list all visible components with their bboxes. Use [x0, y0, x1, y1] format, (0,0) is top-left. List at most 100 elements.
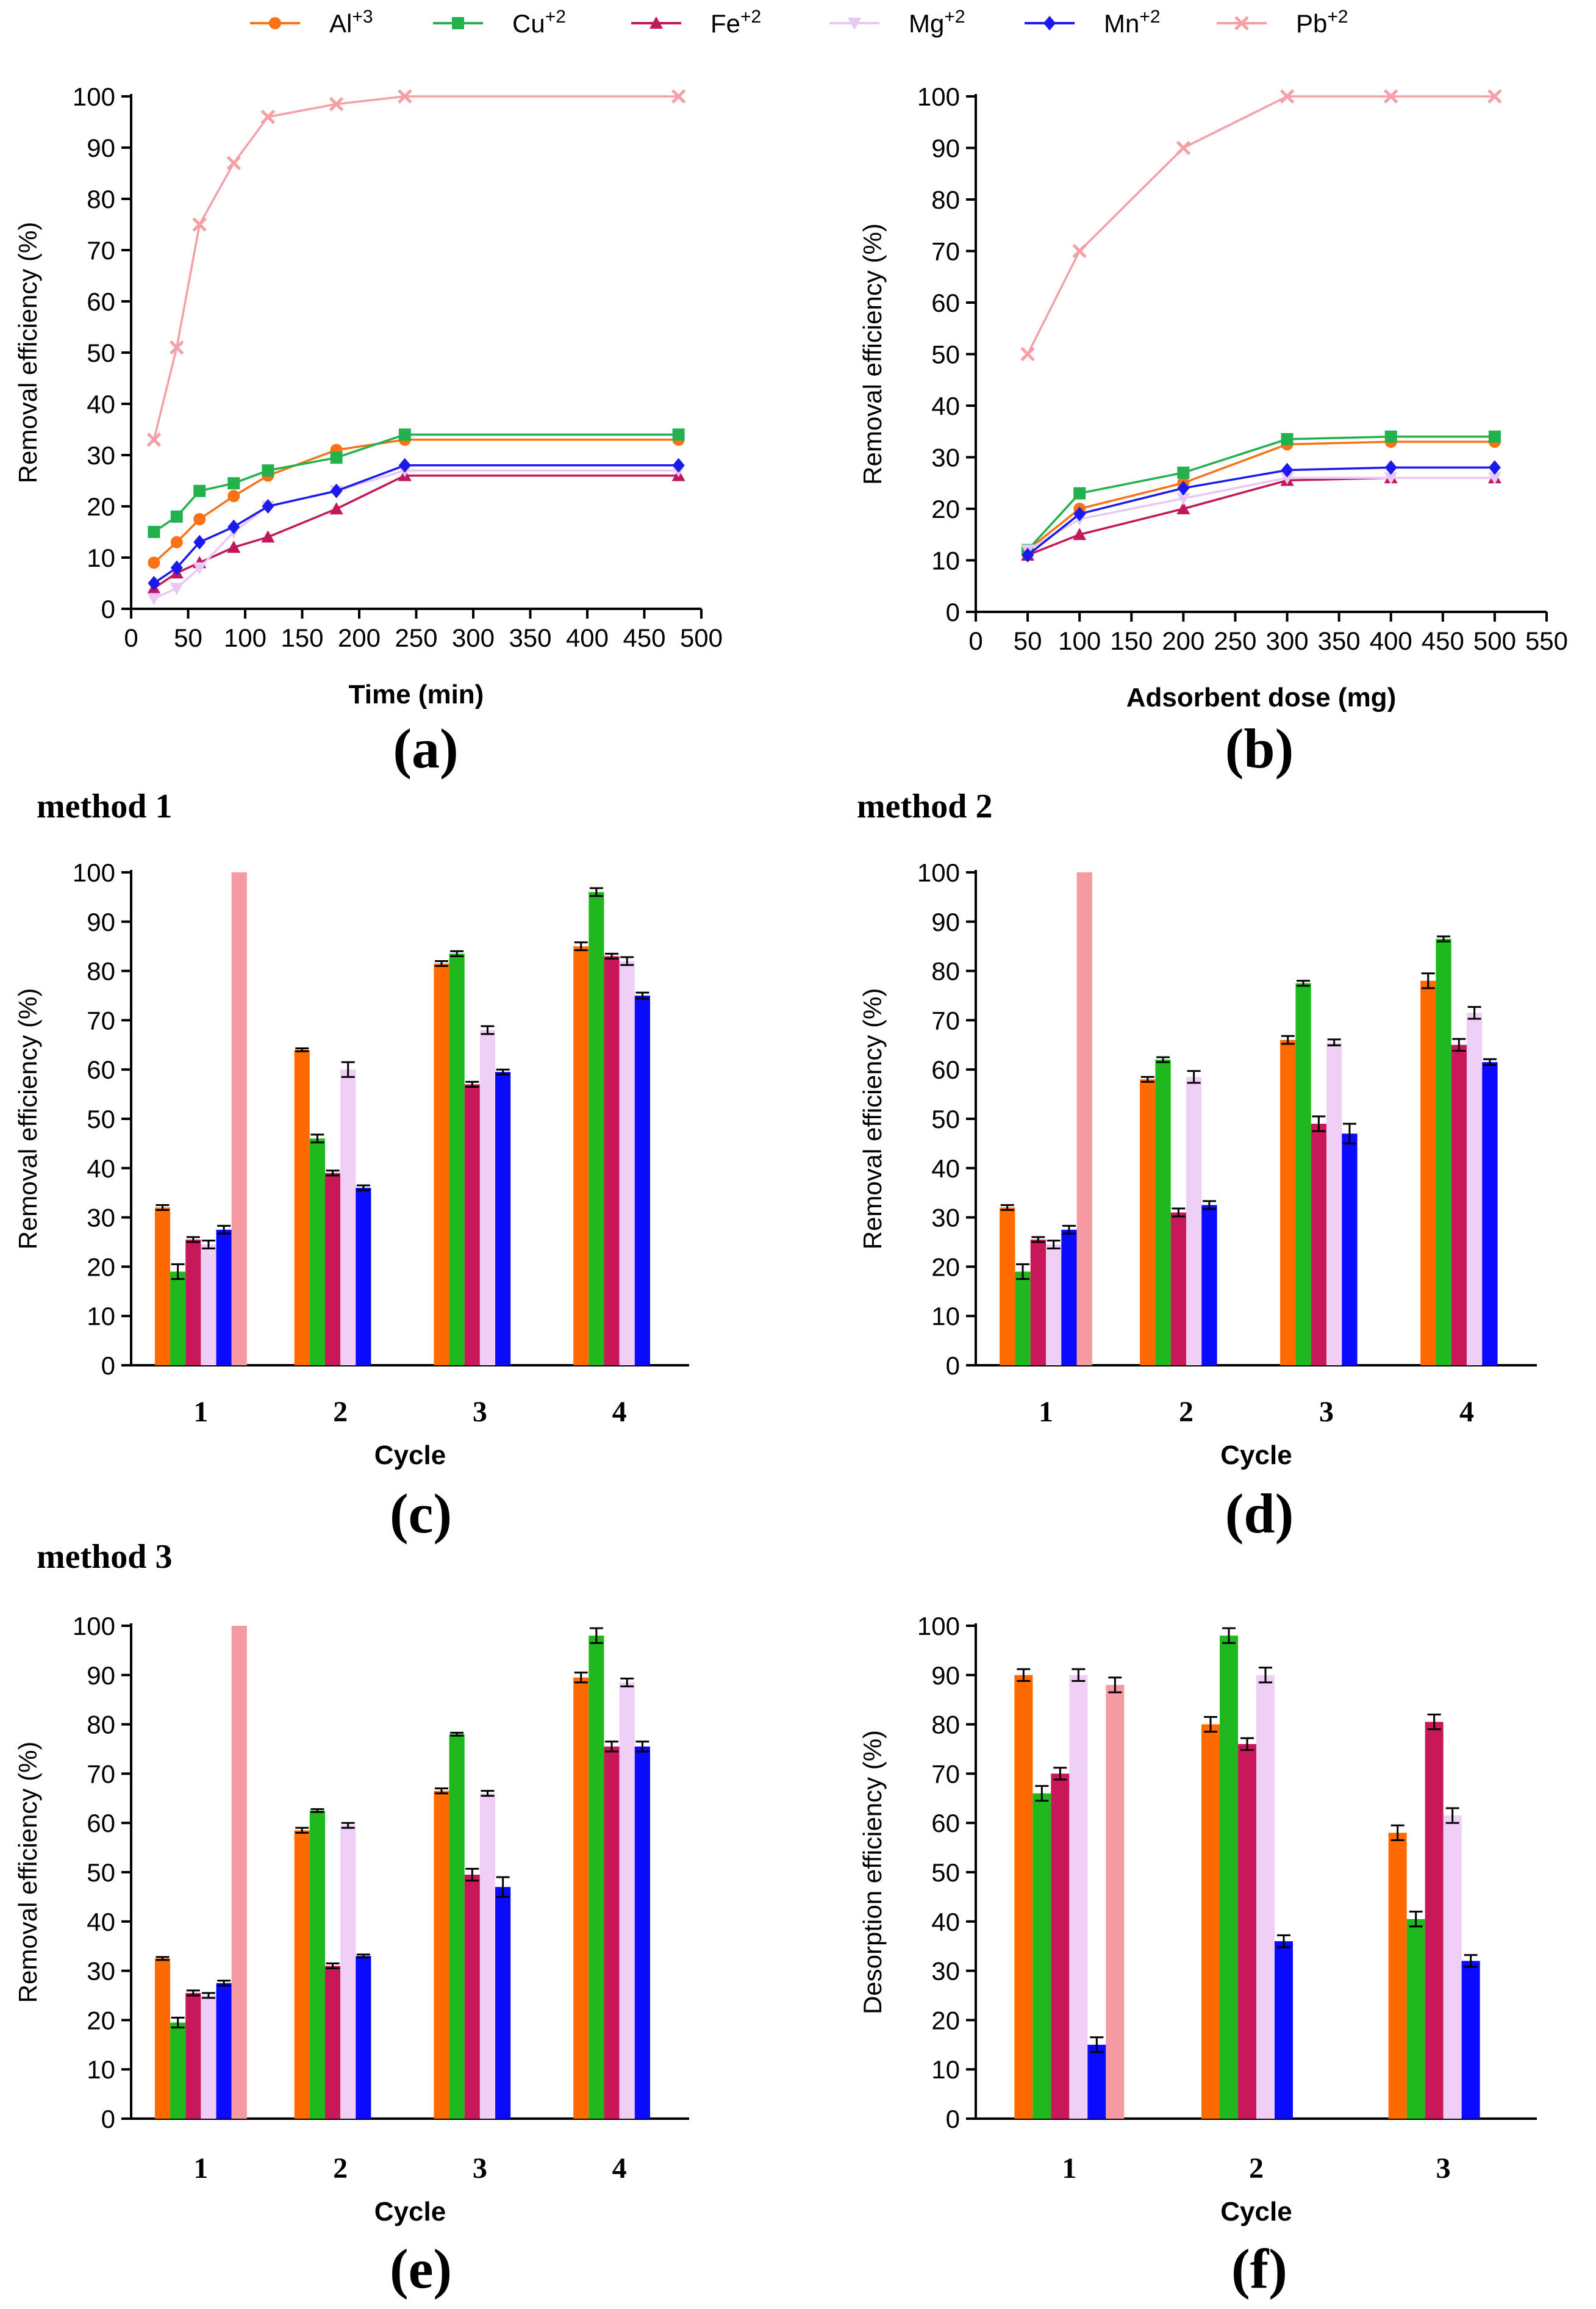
bar-al-cycle-2 — [294, 1830, 310, 2119]
data-point-mn — [148, 576, 160, 591]
error-bar-mg-cycle-1 — [201, 1240, 215, 1249]
category-label: 4 — [612, 2152, 627, 2185]
x-tick-label: 500 — [1473, 627, 1516, 655]
bar-fe-cycle-3 — [464, 1875, 480, 2119]
y-tick-label: 100 — [73, 858, 115, 887]
data-point-pb — [1383, 89, 1398, 104]
error-bar-mg-cycle-3 — [1445, 1807, 1459, 1824]
bar-al-cycle-4 — [573, 946, 589, 1365]
legend-label-cu: Cu+2 — [512, 7, 566, 38]
category-label: 1 — [1062, 2152, 1076, 2185]
x-tick-label: 450 — [623, 623, 665, 652]
error-bar-al-cycle-2 — [295, 1826, 309, 1834]
y-tick-label: 50 — [87, 1105, 115, 1133]
y-tick-label: 80 — [931, 957, 960, 986]
bar-mn-cycle-1 — [216, 1229, 232, 1365]
y-tick-label: 10 — [931, 547, 960, 575]
error-bar-mn-cycle-2 — [1277, 1934, 1290, 1948]
y-tick-label: 70 — [931, 1759, 960, 1788]
x-axis-label: Cycle — [1220, 2197, 1292, 2227]
series-line-fe — [153, 474, 679, 589]
data-point-cu — [330, 451, 343, 464]
legend-item-cu: Cu+2 — [433, 7, 566, 38]
error-bar-fe-cycle-2 — [1172, 1207, 1186, 1218]
error-bar-al-cycle-1 — [156, 1204, 170, 1211]
bar-mn-cycle-4 — [1482, 1062, 1498, 1365]
error-bar-mg-cycle-2 — [341, 1061, 355, 1078]
bar-al-cycle-3 — [434, 1790, 449, 2119]
x-tick-label: 150 — [281, 623, 323, 652]
y-tick-label: 70 — [931, 237, 960, 266]
series-mn — [1022, 460, 1501, 563]
y-tick-label: 30 — [87, 1957, 115, 1986]
y-tick-label: 70 — [87, 1759, 115, 1788]
bar-al-cycle-3 — [434, 963, 449, 1365]
bar-fe-cycle-1 — [185, 1992, 201, 2119]
chart-legend: Al+3 Cu+2 Fe+2 Mg+2 Mn+2 Pb+2 — [250, 7, 1348, 38]
error-bar-cu-cycle-3 — [1297, 980, 1311, 987]
data-point-cu — [148, 526, 160, 538]
x-tick-label: 250 — [395, 623, 437, 652]
data-point-cu — [170, 510, 183, 523]
error-bar-mn-cycle-3 — [496, 1068, 510, 1075]
error-bar-cu-cycle-3 — [450, 1731, 464, 1737]
bar-al-cycle-3 — [1280, 1040, 1296, 1365]
x-tick-label: 150 — [1110, 627, 1153, 655]
legend-label-mn: Mn+2 — [1104, 7, 1161, 38]
y-tick-label: 0 — [946, 598, 960, 627]
data-point-fe — [261, 530, 275, 543]
error-bar-mg-cycle-4 — [620, 956, 634, 966]
y-axis-label: Removal efficiency (%) — [13, 1742, 42, 2003]
data-point-mg — [1176, 493, 1190, 506]
legend-marker-fe — [649, 16, 663, 29]
bar-mg-cycle-2 — [340, 1069, 356, 1365]
error-bar-cu-cycle-1 — [1035, 1785, 1049, 1802]
data-point-mn — [330, 483, 343, 498]
x-axis-label: Cycle — [374, 1440, 446, 1470]
y-tick-label: 100 — [73, 1612, 115, 1640]
error-bar-al-cycle-3 — [434, 1787, 448, 1795]
error-bar-al-cycle-2 — [1140, 1075, 1154, 1083]
data-point-pb — [226, 156, 242, 170]
y-tick-label: 10 — [87, 2055, 115, 2084]
error-bar-al-cycle-2 — [295, 1047, 309, 1052]
bar-al-cycle-3 — [1388, 1833, 1407, 2119]
x-tick-label: 100 — [224, 623, 267, 652]
category-label: 2 — [1179, 1396, 1193, 1428]
data-point-cu — [227, 477, 240, 490]
y-tick-label: 90 — [87, 1661, 115, 1690]
error-bar-al-cycle-3 — [1281, 1035, 1295, 1045]
y-tick-label: 60 — [87, 287, 115, 316]
y-tick-label: 40 — [87, 1908, 115, 1936]
x-tick-label: 500 — [680, 623, 723, 652]
x-tick-label: 0 — [968, 627, 982, 655]
x-tick-label: 200 — [1162, 627, 1204, 655]
y-tick-label: 90 — [87, 134, 115, 162]
legend-label-fe: Fe+2 — [710, 7, 761, 38]
data-point-pb — [1487, 89, 1502, 104]
bar-mn-cycle-2 — [1201, 1205, 1217, 1365]
error-bar-mg-cycle-4 — [1467, 1006, 1481, 1020]
bar-mg-cycle-4 — [619, 1682, 635, 2119]
legend-label-al: Al+3 — [329, 7, 373, 38]
x-axis-label: Time (min) — [349, 680, 484, 709]
data-point-mg — [1487, 472, 1501, 485]
bar-cu-cycle-1 — [170, 2022, 186, 2119]
error-bar-cu-cycle-3 — [1409, 1911, 1423, 1928]
data-point-mn — [1073, 506, 1086, 522]
x-tick-label: 50 — [174, 623, 202, 652]
bar-mn-cycle-3 — [1461, 1961, 1480, 2119]
series-line-pb — [152, 95, 679, 440]
legend-marker-pb — [1234, 16, 1249, 31]
y-tick-label: 50 — [931, 340, 960, 369]
bar-pb-cycle-1 — [1106, 1684, 1125, 2119]
bar-fe-cycle-2 — [1238, 1743, 1256, 2119]
error-bar-mn-cycle-1 — [1062, 1224, 1076, 1235]
x-tick-label: 450 — [1422, 627, 1464, 655]
bar-fe-cycle-4 — [604, 956, 620, 1365]
error-bar-mg-cycle-1 — [201, 1992, 215, 1999]
panel-label: (a) — [393, 717, 458, 780]
bar-cu-cycle-4 — [589, 1636, 604, 2119]
data-point-cu — [1177, 466, 1190, 479]
data-point-mg — [147, 593, 161, 606]
